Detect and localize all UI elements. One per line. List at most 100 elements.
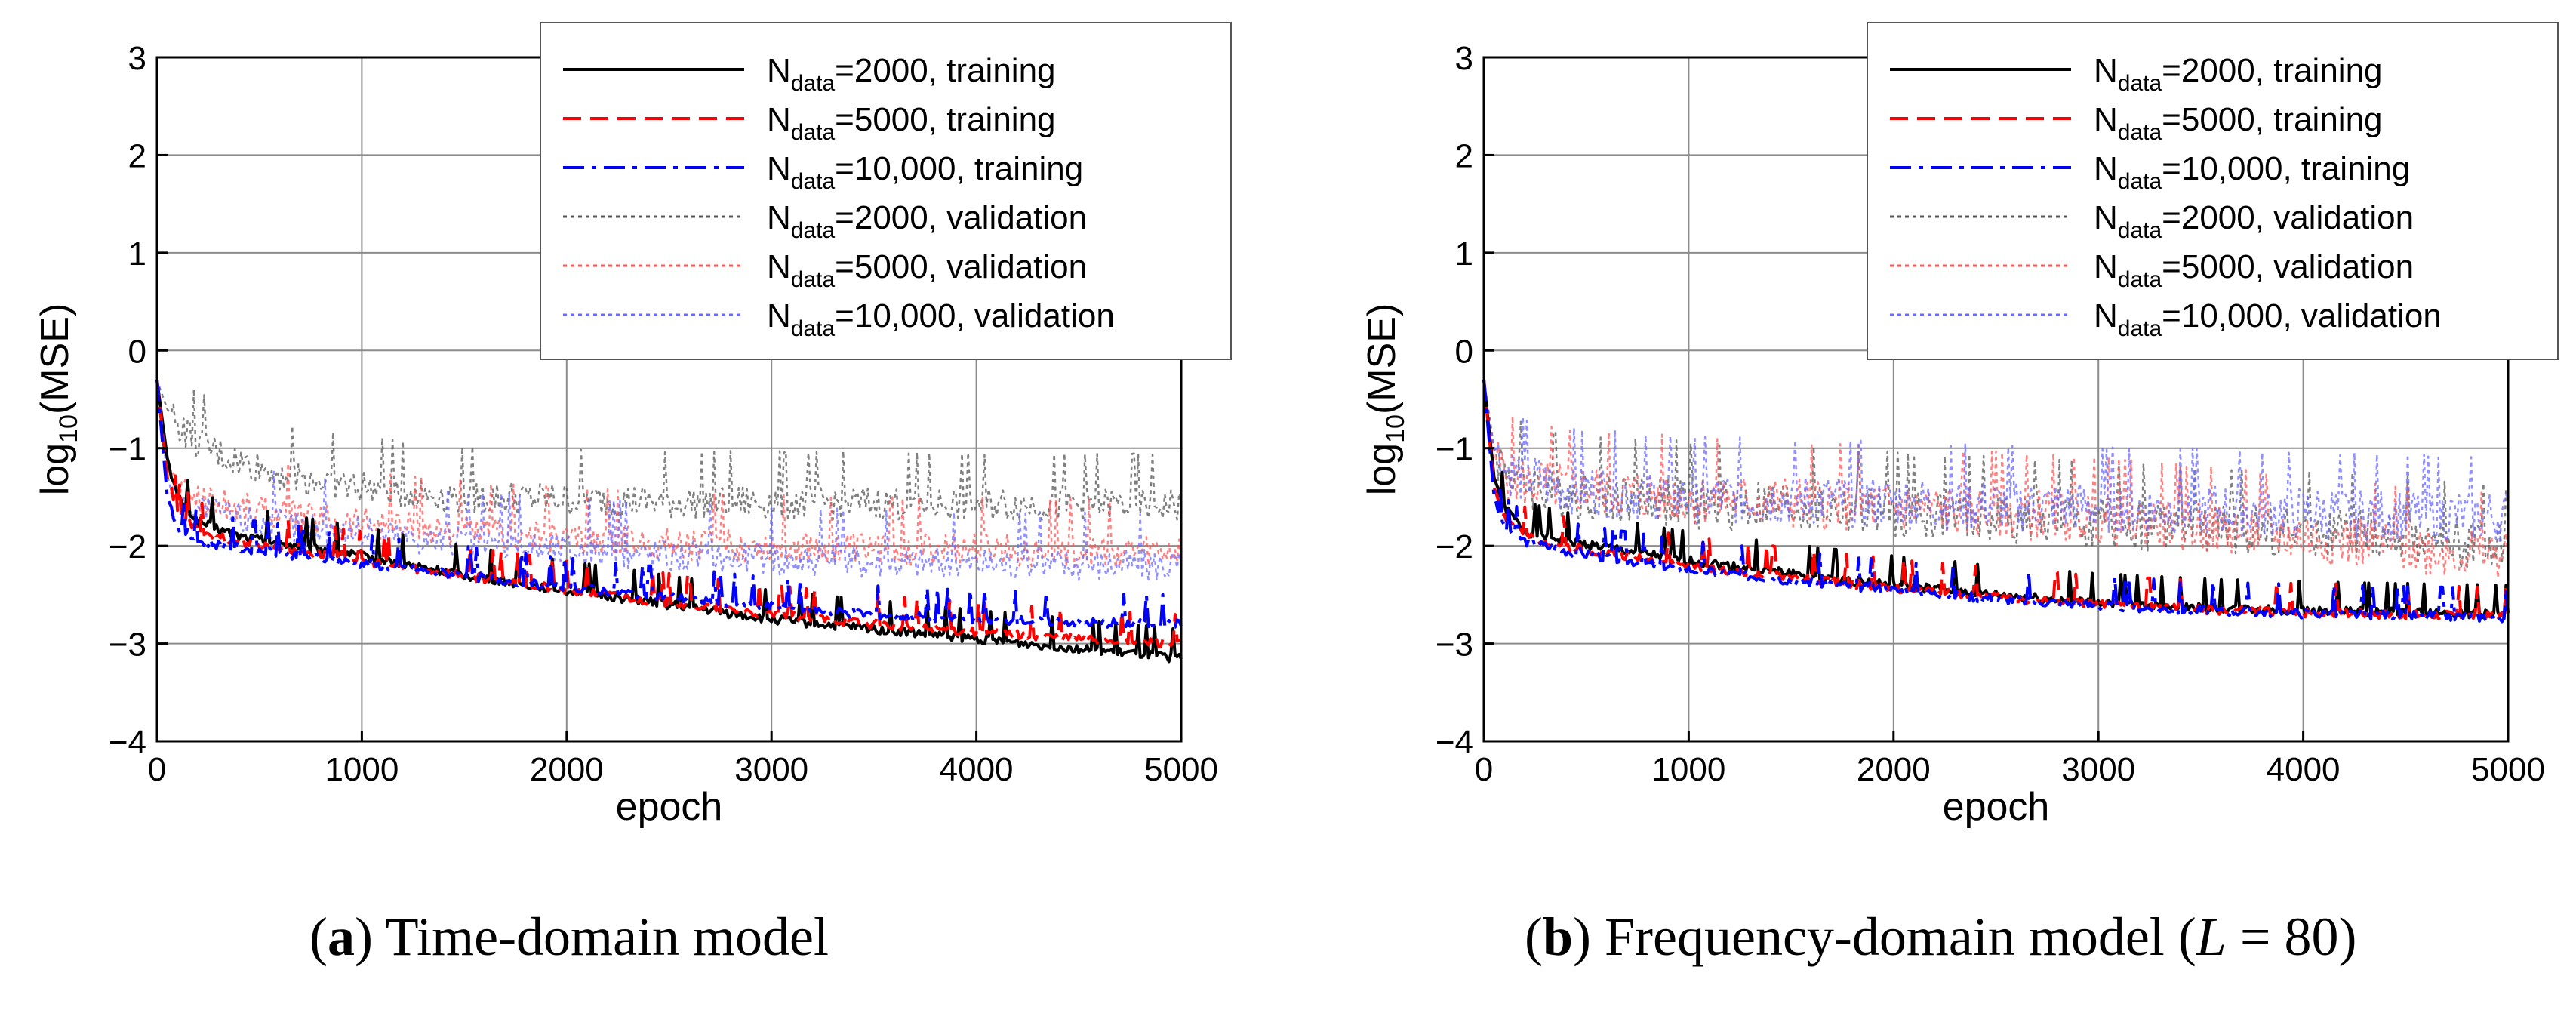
legend-rest: =2000, validation (835, 199, 1087, 236)
legend-n: N (2094, 199, 2118, 236)
y-tick-label: 0 (128, 333, 146, 370)
series-line-validation-5000 (1482, 379, 2510, 579)
legend-n: N (767, 150, 791, 187)
legend-rest: =2000, validation (2162, 199, 2414, 236)
legend-sub: data (791, 71, 836, 96)
y-tick-label: 1 (128, 236, 146, 273)
legend-sub: data (2118, 316, 2162, 341)
y-tick-label: −2 (1436, 528, 1473, 565)
legend-rest: =5000, training (2162, 101, 2382, 138)
x-tick-label: 0 (148, 751, 166, 788)
legend-box (1867, 22, 2559, 360)
x-tick-label: 3000 (734, 751, 808, 788)
legend-item-label: Ndata=10,000, validation (2094, 297, 2442, 341)
y-axis-label-prefix: log (1360, 443, 1404, 495)
legend-item-label: Ndata=2000, validation (767, 199, 1087, 243)
x-tick-label: 1000 (325, 751, 399, 788)
series-line-training-5000 (155, 379, 1182, 648)
series-line-validation-10000 (1482, 379, 2510, 544)
x-tick-label: 4000 (940, 751, 1014, 788)
x-tick-label: 1000 (1651, 751, 1725, 788)
x-tick-label: 2000 (1857, 751, 1931, 788)
series-line-validation-10000 (155, 379, 1183, 581)
legend-sub: data (2118, 218, 2162, 243)
legend-sub: data (791, 218, 836, 243)
series-line-training-2000 (155, 379, 1183, 664)
caption-a-text: Time-domain model (372, 907, 829, 967)
caption-a: (a) Time-domain model (309, 907, 829, 967)
legend-rest: =5000, validation (2162, 248, 2414, 285)
legend-sub: data (791, 267, 836, 292)
series-line-validation-2000 (155, 379, 1183, 522)
legend-item-label: Ndata=5000, training (767, 101, 1056, 145)
legend-n: N (767, 248, 791, 285)
y-tick-label: −3 (109, 627, 146, 664)
legend-sub: data (2118, 169, 2162, 194)
y-tick-label: −2 (109, 528, 146, 565)
legend-n: N (2094, 150, 2118, 187)
legend-sub: data (791, 169, 836, 194)
legend-rest: =10,000, training (2162, 150, 2410, 187)
legend-item-label: Ndata=5000, validation (2094, 248, 2414, 292)
series-line-training-10000 (1482, 379, 2510, 624)
y-axis-label-sub: 10 (54, 414, 83, 443)
legend-sub: data (791, 120, 836, 145)
legend-item-label: Ndata=2000, training (2094, 52, 2383, 96)
legend-n: N (767, 297, 791, 334)
legend-rest: =2000, training (2162, 52, 2382, 89)
y-axis-label-prefix: log (33, 443, 77, 495)
x-tick-label: 2000 (530, 751, 604, 788)
y-tick-label: 3 (128, 40, 146, 77)
y-tick-label: −1 (1436, 431, 1473, 468)
legend-rest: =2000, training (835, 52, 1055, 89)
legend-n: N (2094, 297, 2118, 334)
y-tick-label: −4 (1436, 724, 1473, 761)
y-tick-label: 2 (1455, 137, 1473, 174)
y-axis-label: log10(MSE) (33, 303, 83, 496)
y-tick-label: 3 (1455, 40, 1473, 77)
legend-sub: data (2118, 267, 2162, 292)
legend-item-label: Ndata=10,000, validation (767, 297, 1115, 341)
legend-rest: =5000, training (835, 101, 1055, 138)
caption-b-text: Frequency-domain model ( (1591, 907, 2196, 967)
x-tick-label: 3000 (2061, 751, 2135, 788)
x-tick-label: 4000 (2267, 751, 2341, 788)
legend-item-label: Ndata=2000, training (767, 52, 1056, 96)
legend-sub: data (2118, 120, 2162, 145)
y-tick-label: 0 (1455, 333, 1473, 370)
legend-item-label: Ndata=5000, validation (767, 248, 1087, 292)
legend-n: N (767, 199, 791, 236)
legend-sub: data (2118, 71, 2162, 96)
legend-rest: =10,000, validation (2162, 297, 2442, 334)
legend-n: N (767, 101, 791, 138)
y-tick-label: −4 (109, 724, 146, 761)
legend-n: N (2094, 52, 2118, 89)
series-line-training-5000 (1482, 379, 2510, 622)
y-tick-label: 2 (128, 137, 146, 174)
legend-item-label: Ndata=10,000, training (2094, 150, 2410, 194)
y-axis-label: log10(MSE) (1360, 303, 1410, 496)
legend-n: N (2094, 248, 2118, 285)
y-axis-label-suffix: (MSE) (33, 303, 77, 414)
y-axis-label-suffix: (MSE) (1360, 303, 1404, 414)
y-axis-label-sub: 10 (1381, 414, 1410, 443)
legend-rest: =10,000, training (835, 150, 1083, 187)
legend-n: N (767, 52, 791, 89)
y-tick-label: −1 (109, 431, 146, 468)
series-line-training-10000 (155, 379, 1183, 630)
legend-box (540, 22, 1232, 360)
legend-rest: =5000, validation (835, 248, 1087, 285)
y-tick-label: 1 (1455, 236, 1473, 273)
x-axis-label: epoch (1943, 785, 2050, 829)
legend-n: N (2094, 101, 2118, 138)
caption-b-italic: L (2196, 907, 2227, 967)
x-axis-label: epoch (616, 785, 723, 829)
caption-b-letter: b (1542, 907, 1574, 967)
caption-a-letter: a (327, 907, 355, 967)
legend-rest: =10,000, validation (835, 297, 1115, 334)
caption-b: (b) Frequency-domain model (L = 80) (1525, 907, 2357, 967)
x-tick-label: 5000 (2471, 751, 2545, 788)
x-tick-label: 5000 (1144, 751, 1218, 788)
